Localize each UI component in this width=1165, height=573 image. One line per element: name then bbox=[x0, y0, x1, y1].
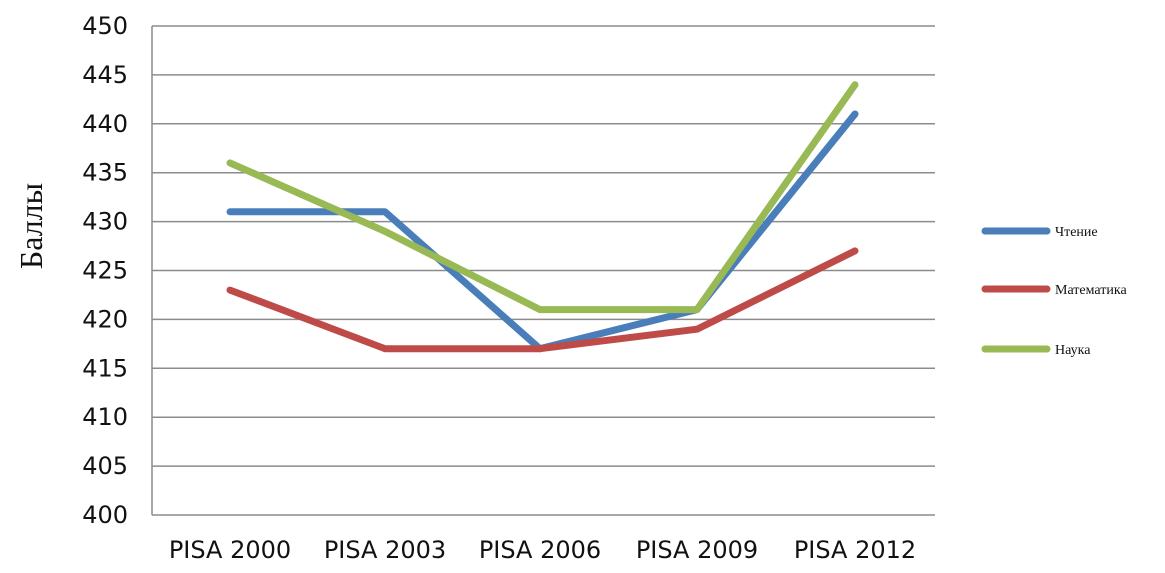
y-tick-label: 445 bbox=[82, 61, 128, 89]
y-tick-label: 405 bbox=[82, 452, 128, 480]
x-tick-label: PISA 2012 bbox=[794, 536, 916, 564]
legend-label: Математика bbox=[1055, 283, 1127, 298]
y-tick-label: 410 bbox=[82, 403, 128, 431]
series-lines bbox=[226, 81, 859, 353]
y-tick-label: 450 bbox=[82, 12, 128, 40]
x-tick-label: PISA 2000 bbox=[169, 536, 291, 564]
x-tick-labels: PISA 2000 PISA 2003 PISA 2006 PISA 2009 PISA… bbox=[169, 536, 916, 564]
legend-label: Наука bbox=[1055, 343, 1091, 358]
legend-label: Чтение bbox=[1055, 225, 1098, 240]
y-tick-label: 420 bbox=[82, 305, 128, 333]
series-line-2 bbox=[226, 247, 859, 353]
x-tick-label: PISA 2006 bbox=[479, 536, 601, 564]
y-tick-label: 415 bbox=[82, 354, 128, 382]
series-line-1 bbox=[226, 110, 859, 353]
x-tick-label: PISA 2003 bbox=[324, 536, 446, 564]
y-tick-labels: 400 405 410 415 420 425 430 435 440 445 450 bbox=[82, 12, 128, 529]
y-axis-title: Баллы bbox=[13, 183, 49, 269]
gridlines bbox=[152, 25, 935, 516]
y-tick-label: 440 bbox=[82, 110, 128, 138]
y-tick-label: 400 bbox=[82, 501, 128, 529]
y-tick-label: 430 bbox=[82, 208, 128, 236]
y-tick-label: 435 bbox=[82, 159, 128, 187]
legend: Чтение Математика Наука bbox=[981, 225, 1127, 358]
series-line-3 bbox=[226, 81, 859, 314]
y-tick-label: 425 bbox=[82, 257, 128, 285]
x-tick-label: PISA 2009 bbox=[636, 536, 758, 564]
